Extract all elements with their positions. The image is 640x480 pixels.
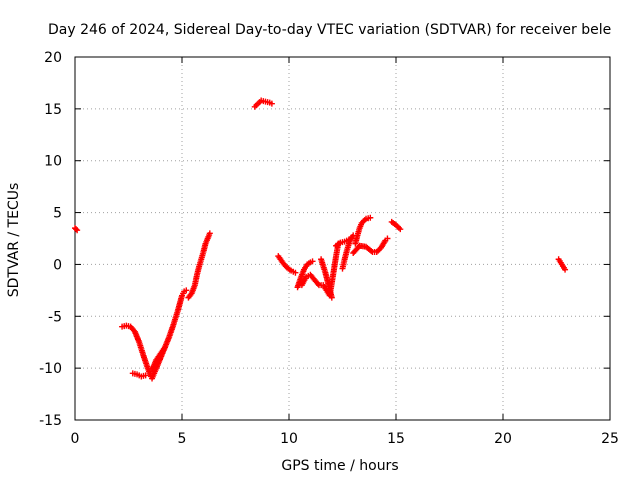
data-point bbox=[314, 280, 321, 287]
y-tick-label: -5 bbox=[48, 309, 62, 325]
data-point bbox=[183, 287, 190, 294]
data-point bbox=[368, 247, 375, 254]
y-tick-label: 10 bbox=[44, 154, 62, 170]
x-tick-label: 20 bbox=[494, 431, 512, 447]
axis-ticks bbox=[74, 56, 611, 421]
y-tick-label: 15 bbox=[44, 102, 62, 118]
series-arc-14 bbox=[350, 235, 391, 257]
series-arc-5 bbox=[185, 230, 213, 301]
x-tick-label: 5 bbox=[178, 431, 187, 447]
y-tick-label: 5 bbox=[53, 206, 62, 222]
data-point bbox=[397, 226, 404, 233]
y-tick-label: -10 bbox=[39, 361, 62, 377]
x-tick-label: 10 bbox=[280, 431, 298, 447]
series-arc-6 bbox=[251, 97, 275, 110]
y-tick-label: 0 bbox=[53, 257, 62, 273]
series-arc-16 bbox=[555, 256, 569, 273]
series-arc-15 bbox=[388, 218, 404, 233]
y-tick-label: 20 bbox=[44, 50, 62, 66]
data-point bbox=[384, 235, 391, 242]
x-axis-label: GPS time / hours bbox=[281, 458, 398, 474]
grid bbox=[75, 57, 610, 420]
data-point bbox=[142, 372, 149, 379]
series-arc-4 bbox=[149, 344, 168, 374]
series-arc-1 bbox=[72, 225, 81, 234]
data-point bbox=[206, 230, 213, 237]
series-arc-10 bbox=[318, 256, 335, 301]
y-tick-label: -15 bbox=[39, 413, 62, 429]
series-arc-12 bbox=[339, 232, 357, 272]
tick-labels: 0 5 10 15 20 25 -15 -10 -5 0 5 10 15 20 bbox=[39, 50, 619, 447]
x-tick-label: 15 bbox=[387, 431, 405, 447]
y-axis-label: SDTVAR / TECUs bbox=[6, 183, 22, 298]
x-tick-label: 25 bbox=[601, 431, 619, 447]
data-point bbox=[268, 100, 275, 107]
data-point bbox=[562, 266, 569, 273]
data-point bbox=[367, 214, 374, 221]
plot-frame bbox=[74, 56, 611, 421]
chart-title: Day 246 of 2024, Sidereal Day-to-day VTE… bbox=[48, 22, 611, 38]
data-point bbox=[74, 227, 81, 234]
series-arc-7 bbox=[275, 253, 299, 276]
data-point bbox=[161, 344, 168, 351]
data-point bbox=[292, 269, 299, 276]
data-point bbox=[309, 258, 316, 265]
data-point bbox=[73, 226, 80, 233]
data-point bbox=[328, 294, 335, 301]
series-arc-3 bbox=[129, 370, 149, 380]
x-tick-label: 0 bbox=[71, 431, 80, 447]
series-arc-13 bbox=[352, 214, 374, 247]
data-points bbox=[72, 97, 569, 382]
